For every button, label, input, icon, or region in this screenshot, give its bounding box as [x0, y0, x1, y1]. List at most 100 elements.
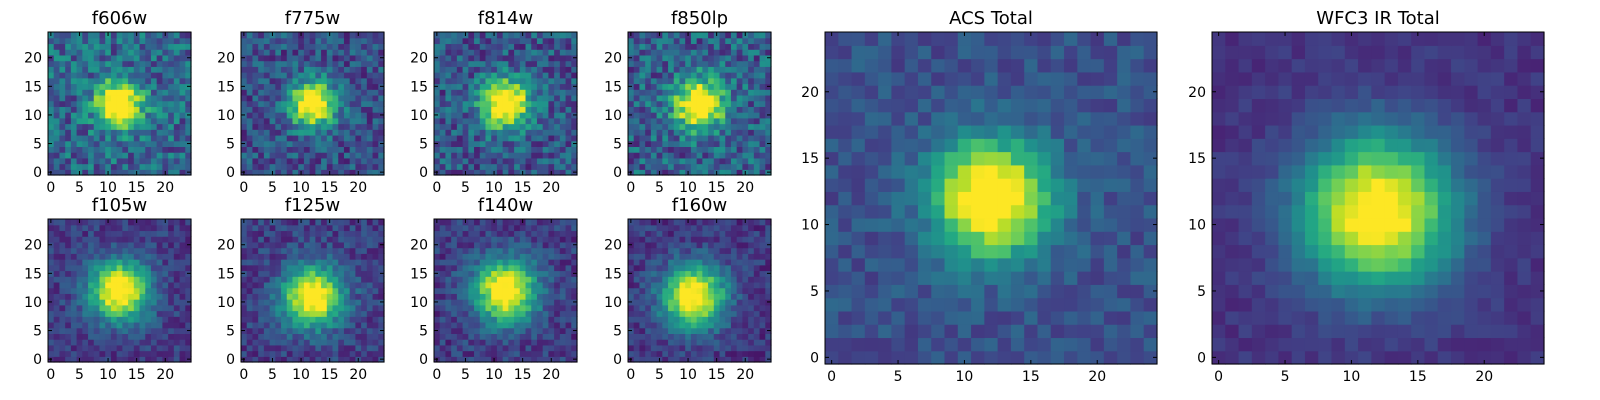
pixel-cell [338, 247, 345, 254]
pixel-cell [742, 43, 749, 50]
pixel-cell [128, 316, 135, 323]
pixel-cell [656, 112, 663, 119]
pixel-cell [690, 276, 698, 283]
pixel-cell [536, 253, 544, 260]
pixel-cell [548, 270, 555, 277]
pixel-cell [565, 276, 572, 283]
pixel-cell [753, 152, 761, 159]
pixel-cell [662, 333, 669, 340]
pixel-cell [514, 66, 521, 73]
pixel-cell [145, 241, 152, 249]
pixel-cell [343, 230, 351, 237]
pixel-cell [246, 169, 254, 176]
pixel-cell [378, 247, 385, 254]
pixel-cell [531, 316, 538, 323]
pixel-cell [679, 134, 686, 142]
pixel-cell [713, 43, 721, 50]
pixel-cell [139, 77, 146, 85]
pixel-cell [668, 94, 675, 102]
pixel-cell [315, 49, 322, 56]
pixel-cell [263, 100, 271, 107]
pixel-cell [65, 129, 72, 136]
pixel-cell [145, 270, 152, 277]
pixel-cell [349, 219, 356, 226]
pixel-cell [662, 287, 669, 294]
pixel-cell [439, 230, 447, 237]
pixel-cell [730, 72, 738, 79]
pixel-cell [275, 344, 282, 352]
pixel-cell [633, 54, 641, 62]
pixel-cell [110, 241, 118, 249]
pixel-cell [105, 83, 112, 90]
pixel-cell [736, 356, 743, 363]
pixel-cell [468, 112, 475, 119]
pixel-cell [434, 106, 441, 113]
pixel-cell [719, 304, 726, 312]
pixel-cell [514, 83, 521, 90]
pixel-cell [571, 219, 578, 226]
pixel-cell [281, 333, 288, 340]
pixel-cell [246, 276, 254, 283]
pixel-cell [315, 321, 322, 329]
pixel-cell [548, 253, 555, 260]
pixel-cell [355, 60, 362, 67]
pixel-cell [162, 72, 169, 79]
pixel-cell [668, 140, 675, 147]
pixel-cell [662, 163, 669, 170]
pixel-cell [65, 49, 72, 56]
pixel-cell [59, 327, 66, 334]
pixel-cell [559, 236, 567, 243]
pixel-cell [59, 83, 66, 90]
pixel-cell [59, 112, 66, 119]
pixel-cell [281, 49, 288, 56]
pixel-cell [269, 259, 276, 266]
pixel-cell [742, 60, 749, 67]
pixel-cell [275, 129, 282, 136]
pixel-cell [99, 54, 106, 62]
pixel-cell [355, 339, 362, 346]
pixel-cell [479, 264, 487, 272]
pixel-cell [685, 327, 692, 334]
pixel-cell [145, 60, 152, 67]
pixel-cell [456, 89, 464, 96]
pixel-cell [59, 299, 66, 306]
pixel-cell [53, 106, 61, 113]
pixel-cell [343, 83, 351, 90]
pixel-cell [246, 270, 254, 277]
pixel-cell [275, 259, 282, 266]
pixel-cell [173, 157, 181, 165]
pixel-cell [70, 293, 78, 300]
pixel-cell [286, 270, 294, 277]
pixel-cell [303, 146, 311, 153]
pixel-cell [559, 123, 567, 130]
pixel-cell [725, 157, 732, 165]
pixel-cell [696, 157, 703, 165]
pixel-cell [542, 219, 549, 226]
pixel-cell [439, 89, 447, 96]
pixel-cell [542, 321, 549, 329]
pixel-cell [173, 66, 181, 73]
pixel-cell [759, 152, 766, 159]
pixel-cell [378, 49, 385, 56]
pixel-cell [269, 333, 276, 340]
pixel-cell [765, 49, 772, 56]
pixel-cell [332, 304, 339, 312]
pixel-cell [332, 157, 339, 165]
pixel-cell [93, 123, 101, 130]
pixel-cell [742, 77, 749, 85]
pixel-cell [456, 112, 464, 119]
pixel-cell [565, 100, 572, 107]
pixel-cell [349, 224, 356, 232]
pixel-cell [508, 293, 515, 300]
pixel-cell [298, 299, 305, 306]
pixel-cell [48, 316, 55, 323]
pixel-cell [708, 100, 715, 107]
pixel-cell [468, 270, 475, 277]
pixel-cell [696, 43, 703, 50]
pixel-cell [456, 321, 464, 329]
pixel-cell [662, 157, 669, 165]
pixel-cell [128, 89, 135, 96]
pixel-cell [173, 163, 181, 170]
pixel-cell [298, 157, 305, 165]
pixel-cell [713, 281, 721, 289]
